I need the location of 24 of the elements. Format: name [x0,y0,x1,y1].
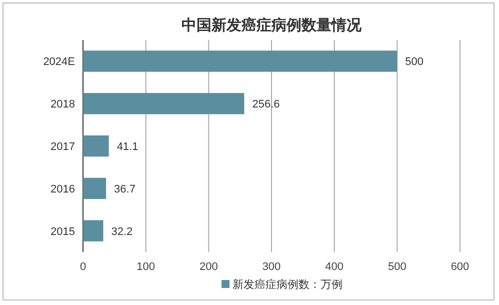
x-tick-label: 100 [136,261,156,273]
data-label: 256.6 [252,98,280,111]
bar [83,178,106,199]
data-label: 41.1 [116,141,138,153]
x-tick-label: 300 [262,261,281,273]
y-tick-label: 2017 [50,141,75,153]
x-tick-label: 400 [325,261,344,273]
x-tick-label: 500 [388,261,406,273]
x-tick-label: 600 [450,261,470,273]
y-tick-label: 2016 [50,183,75,196]
bar [83,50,398,72]
chart-title: 中国新发癌症病例数量情况 [182,16,362,34]
bar [83,220,104,242]
y-tick-label: 2015 [50,226,75,238]
x-tick-label: 200 [199,261,218,273]
data-label: 32.2 [111,226,133,238]
data-label: 500 [405,56,424,68]
bar [83,135,109,157]
y-tick-label: 2018 [50,98,75,111]
data-label: 36.7 [114,183,136,196]
legend-label: 新发癌症病例数：万例 [232,278,342,291]
bar [83,93,244,114]
y-tick-label: 2024E [43,56,75,68]
x-tick-label: 0 [80,261,86,273]
